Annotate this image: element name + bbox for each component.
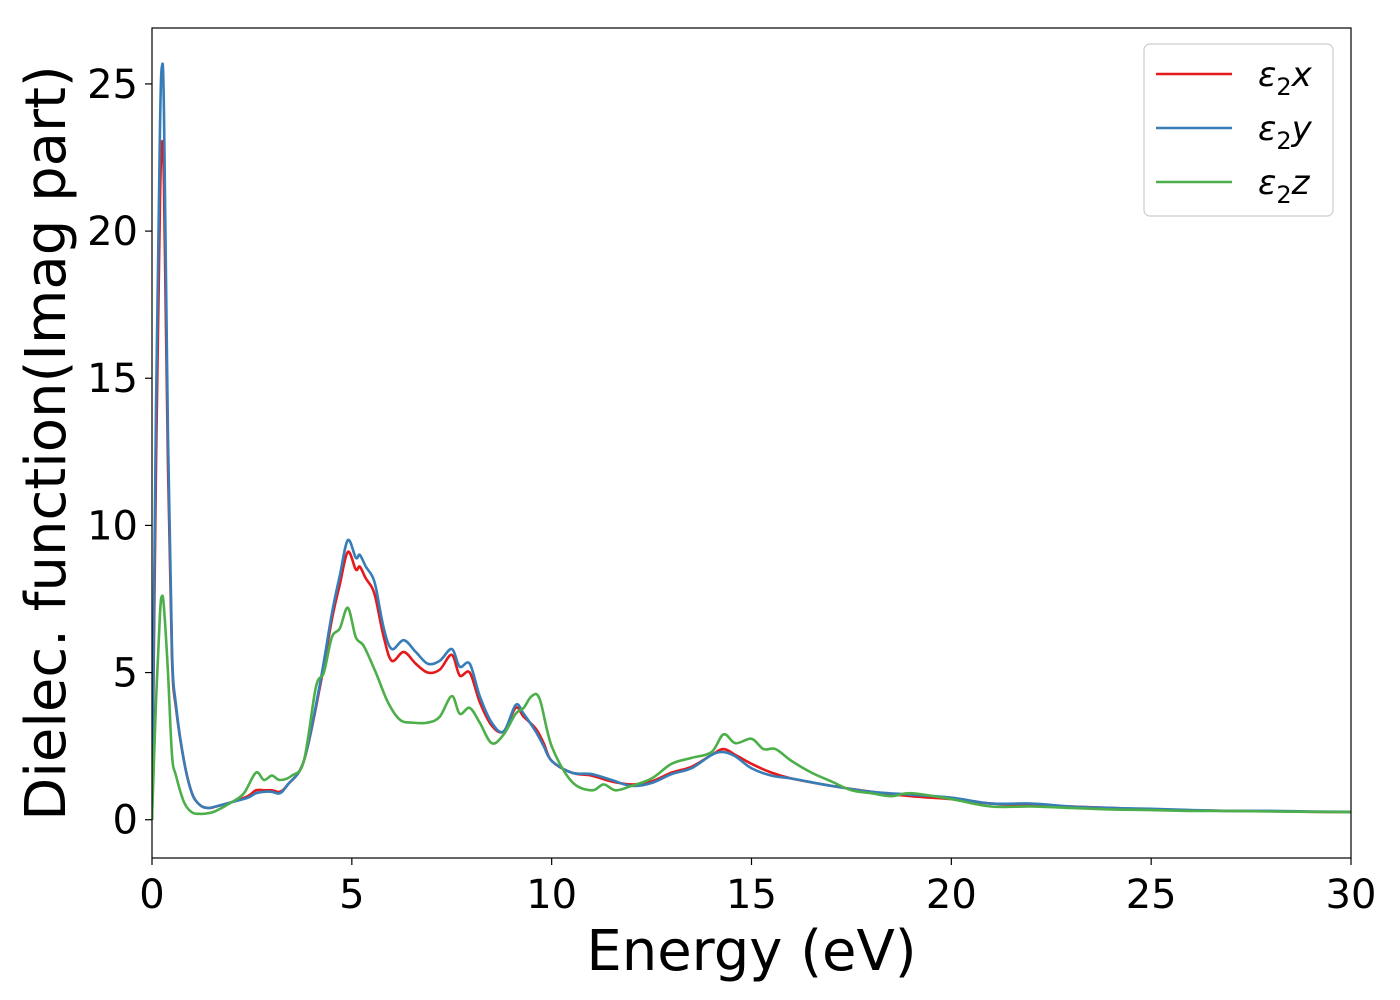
x-tick-label: 25 bbox=[1126, 872, 1177, 918]
legend-entry-x: ε2x bbox=[1258, 55, 1313, 101]
legend-entry-z: ε2z bbox=[1258, 163, 1311, 209]
series-line-y bbox=[152, 62, 1351, 820]
x-tick-label: 30 bbox=[1326, 872, 1377, 918]
x-tick-label: 15 bbox=[726, 872, 777, 918]
x-axis-label: Energy (eV) bbox=[586, 919, 916, 984]
legend-entry-y: ε2y bbox=[1258, 109, 1313, 155]
y-tick-label: 25 bbox=[87, 62, 138, 108]
y-tick-label: 5 bbox=[113, 651, 138, 697]
y-tick-label: 20 bbox=[87, 209, 138, 255]
y-axis-ticks: 0 5 10 15 20 25 bbox=[87, 62, 152, 844]
x-tick-label: 10 bbox=[526, 872, 577, 918]
x-tick-label: 5 bbox=[339, 872, 364, 918]
y-axis-label: Dielec. function(Imag part) bbox=[14, 65, 79, 821]
series-line-z bbox=[152, 594, 1351, 820]
y-tick-label: 0 bbox=[113, 798, 138, 844]
series-layer bbox=[152, 62, 1351, 820]
legend-box bbox=[1143, 43, 1334, 217]
x-tick-label: 20 bbox=[926, 872, 977, 918]
x-axis-ticks: 0 5 10 15 20 25 30 bbox=[139, 858, 1376, 918]
y-tick-label: 10 bbox=[87, 503, 138, 549]
legend: ε2x ε2y ε2z bbox=[1143, 43, 1334, 217]
x-tick-label: 0 bbox=[139, 872, 164, 918]
y-tick-label: 15 bbox=[87, 356, 138, 402]
